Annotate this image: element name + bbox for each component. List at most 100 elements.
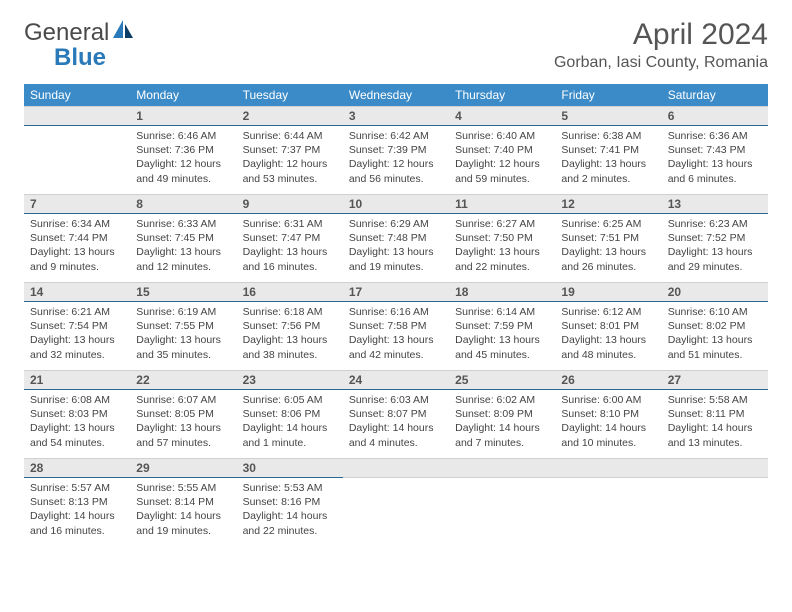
- daylight-text: Daylight: 14 hours and 7 minutes.: [455, 421, 549, 449]
- calendar-cell: 14Sunrise: 6:21 AMSunset: 7:54 PMDayligh…: [24, 282, 130, 370]
- sunrise-text: Sunrise: 5:55 AM: [136, 481, 230, 495]
- daylight-text: Daylight: 13 hours and 48 minutes.: [561, 333, 655, 361]
- day-number: 28: [24, 458, 130, 478]
- daylight-text: Daylight: 13 hours and 19 minutes.: [349, 245, 443, 273]
- calendar-cell: [449, 458, 555, 546]
- calendar-cell: 11Sunrise: 6:27 AMSunset: 7:50 PMDayligh…: [449, 194, 555, 282]
- day-number: 24: [343, 370, 449, 390]
- calendar-cell: 27Sunrise: 5:58 AMSunset: 8:11 PMDayligh…: [662, 370, 768, 458]
- daylight-text: Daylight: 14 hours and 22 minutes.: [243, 509, 337, 537]
- day-number: 22: [130, 370, 236, 390]
- daylight-text: Daylight: 13 hours and 32 minutes.: [30, 333, 124, 361]
- daylight-text: Daylight: 13 hours and 51 minutes.: [668, 333, 762, 361]
- sunset-text: Sunset: 7:55 PM: [136, 319, 230, 333]
- empty-day-bar: [662, 458, 768, 478]
- day-header: Sunday: [24, 84, 130, 106]
- sunset-text: Sunset: 8:16 PM: [243, 495, 337, 509]
- calendar-cell: [662, 458, 768, 546]
- sunrise-text: Sunrise: 6:23 AM: [668, 217, 762, 231]
- sunrise-text: Sunrise: 6:44 AM: [243, 129, 337, 143]
- day-details: Sunrise: 6:02 AMSunset: 8:09 PMDaylight:…: [449, 390, 555, 453]
- calendar-row: 7Sunrise: 6:34 AMSunset: 7:44 PMDaylight…: [24, 194, 768, 282]
- day-details: Sunrise: 6:12 AMSunset: 8:01 PMDaylight:…: [555, 302, 661, 365]
- sunset-text: Sunset: 8:07 PM: [349, 407, 443, 421]
- sunset-text: Sunset: 8:11 PM: [668, 407, 762, 421]
- sunset-text: Sunset: 7:45 PM: [136, 231, 230, 245]
- daylight-text: Daylight: 12 hours and 49 minutes.: [136, 157, 230, 185]
- daylight-text: Daylight: 12 hours and 53 minutes.: [243, 157, 337, 185]
- sunset-text: Sunset: 7:40 PM: [455, 143, 549, 157]
- calendar-cell: 15Sunrise: 6:19 AMSunset: 7:55 PMDayligh…: [130, 282, 236, 370]
- day-details: Sunrise: 6:21 AMSunset: 7:54 PMDaylight:…: [24, 302, 130, 365]
- day-number: 16: [237, 282, 343, 302]
- daylight-text: Daylight: 14 hours and 10 minutes.: [561, 421, 655, 449]
- sunrise-text: Sunrise: 6:34 AM: [30, 217, 124, 231]
- daylight-text: Daylight: 14 hours and 1 minute.: [243, 421, 337, 449]
- day-details: Sunrise: 6:10 AMSunset: 8:02 PMDaylight:…: [662, 302, 768, 365]
- day-details: Sunrise: 5:57 AMSunset: 8:13 PMDaylight:…: [24, 478, 130, 541]
- calendar-cell: 28Sunrise: 5:57 AMSunset: 8:13 PMDayligh…: [24, 458, 130, 546]
- sunset-text: Sunset: 7:58 PM: [349, 319, 443, 333]
- day-number: 30: [237, 458, 343, 478]
- calendar-cell: 1Sunrise: 6:46 AMSunset: 7:36 PMDaylight…: [130, 106, 236, 194]
- calendar-row: 14Sunrise: 6:21 AMSunset: 7:54 PMDayligh…: [24, 282, 768, 370]
- daylight-text: Daylight: 13 hours and 12 minutes.: [136, 245, 230, 273]
- sunset-text: Sunset: 7:51 PM: [561, 231, 655, 245]
- sunrise-text: Sunrise: 6:03 AM: [349, 393, 443, 407]
- sunrise-text: Sunrise: 6:40 AM: [455, 129, 549, 143]
- month-title: April 2024: [554, 18, 768, 52]
- sunset-text: Sunset: 8:06 PM: [243, 407, 337, 421]
- sunset-text: Sunset: 7:54 PM: [30, 319, 124, 333]
- day-details: Sunrise: 6:19 AMSunset: 7:55 PMDaylight:…: [130, 302, 236, 365]
- sunrise-text: Sunrise: 6:33 AM: [136, 217, 230, 231]
- sunset-text: Sunset: 8:13 PM: [30, 495, 124, 509]
- calendar-cell: 17Sunrise: 6:16 AMSunset: 7:58 PMDayligh…: [343, 282, 449, 370]
- calendar-body: 1Sunrise: 6:46 AMSunset: 7:36 PMDaylight…: [24, 106, 768, 546]
- daylight-text: Daylight: 13 hours and 16 minutes.: [243, 245, 337, 273]
- calendar-cell: 5Sunrise: 6:38 AMSunset: 7:41 PMDaylight…: [555, 106, 661, 194]
- day-details: Sunrise: 6:16 AMSunset: 7:58 PMDaylight:…: [343, 302, 449, 365]
- calendar-cell: 8 Sunrise: 6:33 AMSunset: 7:45 PMDaylight…: [130, 194, 236, 282]
- sunset-text: Sunset: 8:01 PM: [561, 319, 655, 333]
- daylight-text: Daylight: 14 hours and 4 minutes.: [349, 421, 443, 449]
- day-number: 8: [130, 194, 236, 214]
- logo-text-2: Blue: [54, 44, 106, 71]
- day-number: 1: [130, 106, 236, 126]
- day-number: 9: [237, 194, 343, 214]
- day-details: Sunrise: 6:29 AMSunset: 7:48 PMDaylight:…: [343, 214, 449, 277]
- calendar-cell: 7Sunrise: 6:34 AMSunset: 7:44 PMDaylight…: [24, 194, 130, 282]
- calendar-cell: 12Sunrise: 6:25 AMSunset: 7:51 PMDayligh…: [555, 194, 661, 282]
- logo-sail-icon: [111, 18, 137, 47]
- day-details: Sunrise: 6:00 AMSunset: 8:10 PMDaylight:…: [555, 390, 661, 453]
- sunset-text: Sunset: 7:37 PM: [243, 143, 337, 157]
- daylight-text: Daylight: 13 hours and 45 minutes.: [455, 333, 549, 361]
- day-details: Sunrise: 5:53 AMSunset: 8:16 PMDaylight:…: [237, 478, 343, 541]
- day-details: Sunrise: 6:36 AMSunset: 7:43 PMDaylight:…: [662, 126, 768, 189]
- calendar-cell: 19Sunrise: 6:12 AMSunset: 8:01 PMDayligh…: [555, 282, 661, 370]
- sunrise-text: Sunrise: 6:38 AM: [561, 129, 655, 143]
- sunrise-text: Sunrise: 5:53 AM: [243, 481, 337, 495]
- day-details: Sunrise: 6:31 AMSunset: 7:47 PMDaylight:…: [237, 214, 343, 277]
- header: General April 2024 Gorban, Iasi County, …: [24, 18, 768, 72]
- sunrise-text: Sunrise: 6:19 AM: [136, 305, 230, 319]
- sunrise-text: Sunrise: 6:12 AM: [561, 305, 655, 319]
- daylight-text: Daylight: 13 hours and 57 minutes.: [136, 421, 230, 449]
- daylight-text: Daylight: 12 hours and 56 minutes.: [349, 157, 443, 185]
- empty-day-bar: [555, 458, 661, 478]
- daylight-text: Daylight: 13 hours and 2 minutes.: [561, 157, 655, 185]
- calendar-row: 28Sunrise: 5:57 AMSunset: 8:13 PMDayligh…: [24, 458, 768, 546]
- sunrise-text: Sunrise: 6:18 AM: [243, 305, 337, 319]
- daylight-text: Daylight: 14 hours and 19 minutes.: [136, 509, 230, 537]
- sunset-text: Sunset: 7:59 PM: [455, 319, 549, 333]
- day-number: 25: [449, 370, 555, 390]
- sunset-text: Sunset: 8:14 PM: [136, 495, 230, 509]
- day-number: 2: [237, 106, 343, 126]
- day-details: Sunrise: 6:03 AMSunset: 8:07 PMDaylight:…: [343, 390, 449, 453]
- logo: General: [24, 18, 139, 47]
- sunset-text: Sunset: 8:09 PM: [455, 407, 549, 421]
- sunset-text: Sunset: 7:50 PM: [455, 231, 549, 245]
- calendar-cell: [343, 458, 449, 546]
- day-details: Sunrise: 6:46 AMSunset: 7:36 PMDaylight:…: [130, 126, 236, 189]
- day-details: Sunrise: 6:25 AMSunset: 7:51 PMDaylight:…: [555, 214, 661, 277]
- day-number: 3: [343, 106, 449, 126]
